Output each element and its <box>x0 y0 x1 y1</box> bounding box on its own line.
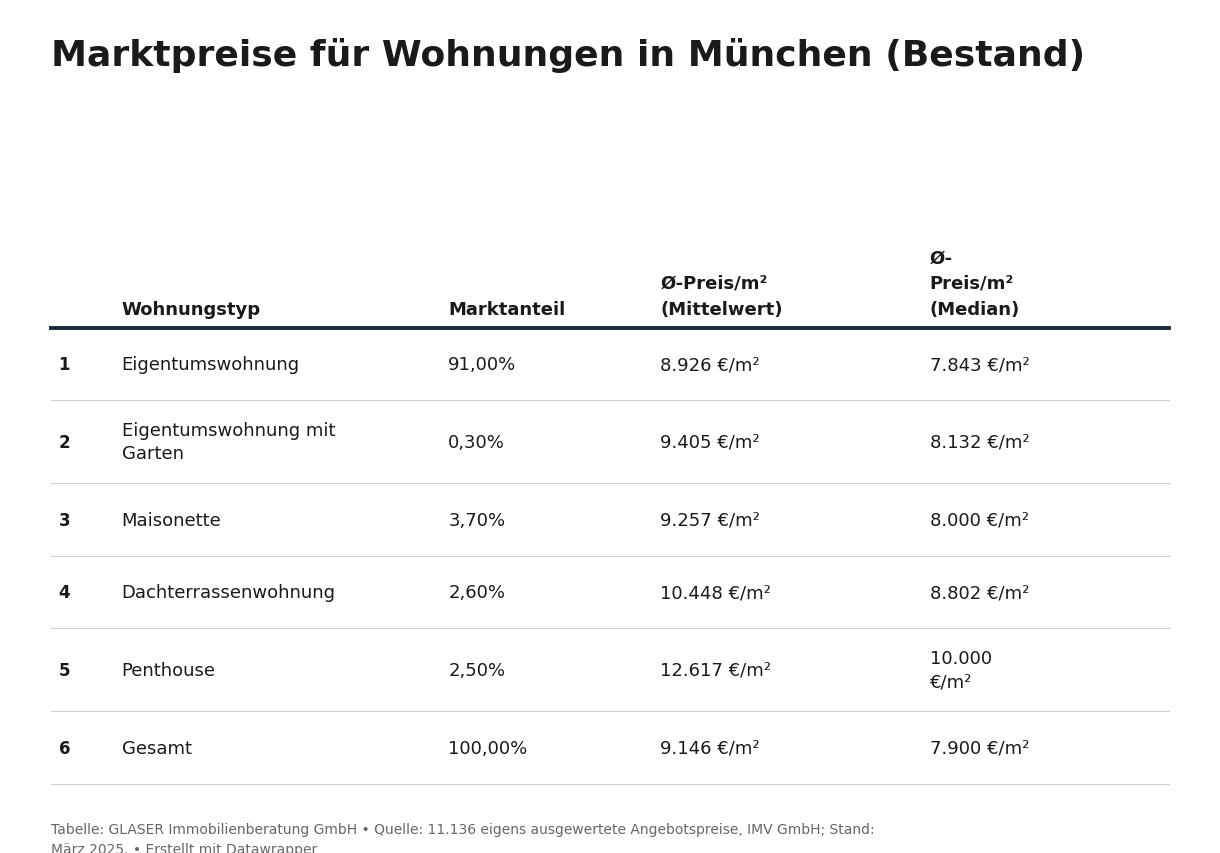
Text: 4: 4 <box>59 583 71 601</box>
Text: 8.926 €/m²: 8.926 €/m² <box>660 356 760 374</box>
Text: 12.617 €/m²: 12.617 €/m² <box>660 661 771 679</box>
Text: 7.843 €/m²: 7.843 €/m² <box>930 356 1030 374</box>
Text: Preis/m²: Preis/m² <box>930 275 1014 293</box>
Text: 2,50%: 2,50% <box>448 661 505 679</box>
Text: 10.448 €/m²: 10.448 €/m² <box>660 583 771 601</box>
Text: 6: 6 <box>59 739 70 757</box>
Text: 8.802 €/m²: 8.802 €/m² <box>930 583 1028 601</box>
Text: 0,30%: 0,30% <box>448 433 505 451</box>
Text: Penthouse: Penthouse <box>122 661 216 679</box>
Text: Tabelle: GLASER Immobilienberatung GmbH • Quelle: 11.136 eigens ausgewertete Ang: Tabelle: GLASER Immobilienberatung GmbH … <box>51 822 875 853</box>
Text: 2,60%: 2,60% <box>448 583 505 601</box>
Text: Eigentumswohnung mit
Garten: Eigentumswohnung mit Garten <box>122 422 336 462</box>
Text: 5: 5 <box>59 661 70 679</box>
Text: (Median): (Median) <box>930 300 1020 318</box>
Text: Eigentumswohnung: Eigentumswohnung <box>122 356 300 374</box>
Text: 3: 3 <box>59 511 71 529</box>
Text: 1: 1 <box>59 356 70 374</box>
Text: 9.146 €/m²: 9.146 €/m² <box>660 739 760 757</box>
Text: Marktanteil: Marktanteil <box>448 300 566 318</box>
Text: 9.405 €/m²: 9.405 €/m² <box>660 433 760 451</box>
Text: 8.000 €/m²: 8.000 €/m² <box>930 511 1028 529</box>
Text: 91,00%: 91,00% <box>448 356 516 374</box>
Text: 8.132 €/m²: 8.132 €/m² <box>930 433 1030 451</box>
Text: (Mittelwert): (Mittelwert) <box>660 300 783 318</box>
Text: Wohnungstyp: Wohnungstyp <box>122 300 261 318</box>
Text: Ø-Preis/m²: Ø-Preis/m² <box>660 275 767 293</box>
Text: 10.000
€/m²: 10.000 €/m² <box>930 650 992 690</box>
Text: 7.900 €/m²: 7.900 €/m² <box>930 739 1028 757</box>
Text: 9.257 €/m²: 9.257 €/m² <box>660 511 760 529</box>
Text: Gesamt: Gesamt <box>122 739 192 757</box>
Text: Maisonette: Maisonette <box>122 511 221 529</box>
Text: Ø-: Ø- <box>930 249 953 267</box>
Text: Marktpreise für Wohnungen in München (Bestand): Marktpreise für Wohnungen in München (Be… <box>51 38 1086 73</box>
Text: 3,70%: 3,70% <box>448 511 505 529</box>
Text: 2: 2 <box>59 433 71 451</box>
Text: 100,00%: 100,00% <box>448 739 527 757</box>
Text: Dachterrassenwohnung: Dachterrassenwohnung <box>122 583 336 601</box>
